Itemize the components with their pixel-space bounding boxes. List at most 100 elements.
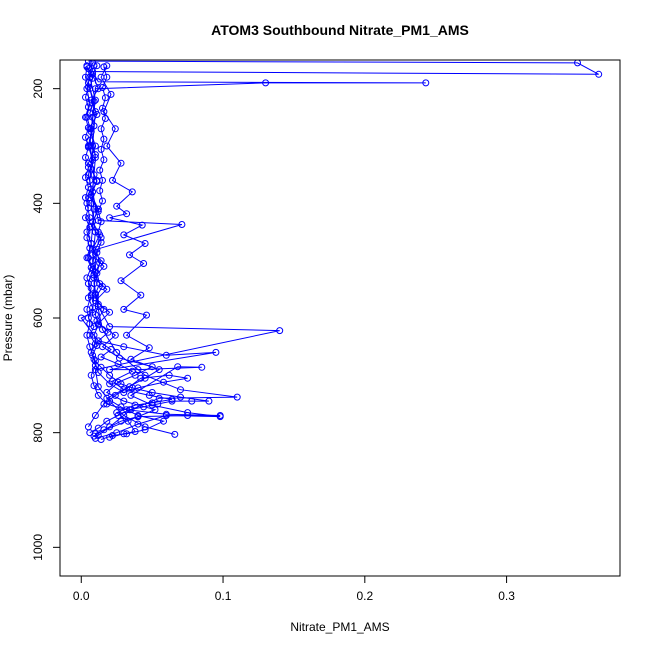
data-point <box>91 412 99 419</box>
data-point <box>84 83 92 91</box>
data-point <box>82 133 89 141</box>
data-point <box>103 142 111 150</box>
data-point <box>174 363 182 371</box>
data-point <box>89 351 97 359</box>
data-point <box>93 342 101 349</box>
data-point <box>94 85 102 93</box>
y-tick-label: 800 <box>31 422 45 442</box>
data-point <box>94 321 102 329</box>
data-point <box>111 331 119 339</box>
data-point <box>106 371 114 379</box>
series-9 <box>87 63 224 438</box>
data-point <box>103 389 111 396</box>
x-tick-label: 0.2 <box>356 589 373 603</box>
series-line <box>90 66 221 435</box>
data-point <box>97 353 105 361</box>
data-point <box>104 328 112 336</box>
data-point <box>140 403 148 411</box>
data-point <box>99 197 106 205</box>
data-point <box>89 304 97 312</box>
data-point <box>87 371 95 379</box>
data-point <box>90 382 98 390</box>
y-axis-label: Pressure (mbar) <box>1 275 15 362</box>
data-point <box>94 207 102 215</box>
data-point <box>131 428 139 435</box>
data-point <box>90 323 98 331</box>
data-point <box>198 363 206 371</box>
chart-title: ATOM3 Southbound Nitrate_PM1_AMS <box>211 22 469 38</box>
data-point <box>140 260 148 267</box>
x-tick-label: 0.3 <box>498 589 515 603</box>
data-point <box>120 430 128 438</box>
data-point <box>128 188 136 196</box>
data-point <box>117 380 125 388</box>
data-point <box>96 280 104 288</box>
data-point <box>422 79 430 87</box>
data-point <box>82 113 89 121</box>
data-point <box>90 97 98 105</box>
x-axis: 0.0 0.1 0.2 0.3 <box>73 575 515 603</box>
data-point <box>137 374 145 382</box>
data-point <box>77 314 85 322</box>
y-axis: 200 400 600 800 1000 <box>31 78 61 561</box>
data-point <box>155 366 163 374</box>
data-point <box>97 145 105 153</box>
data-point <box>106 214 114 222</box>
data-point <box>123 331 131 339</box>
y-tick-label: 1000 <box>31 534 45 561</box>
data-point <box>184 412 192 419</box>
data-point <box>87 284 95 292</box>
data-point <box>94 391 102 399</box>
data-point <box>84 124 92 132</box>
data-point <box>93 62 101 70</box>
data-point <box>101 115 109 122</box>
data-point <box>100 262 108 270</box>
data-point <box>184 374 192 382</box>
data-point <box>103 400 111 408</box>
y-tick-label: 600 <box>31 308 45 328</box>
data-point <box>101 94 109 102</box>
data-point <box>91 151 99 159</box>
data-point <box>100 305 108 313</box>
data-point <box>83 63 91 71</box>
y-tick-label: 400 <box>31 193 45 213</box>
series-4 <box>97 62 167 443</box>
data-point <box>128 384 136 392</box>
data-point <box>165 371 173 379</box>
data-point <box>212 348 220 356</box>
data-point <box>106 433 114 441</box>
data-point <box>100 63 108 71</box>
data-point <box>262 79 270 87</box>
data-point <box>99 104 106 112</box>
data-point <box>113 348 121 356</box>
data-point <box>114 360 122 368</box>
data-point <box>93 269 101 277</box>
data-point <box>84 65 92 73</box>
data-point <box>91 290 99 298</box>
data-point <box>162 351 170 359</box>
data-point <box>117 159 125 167</box>
data-point <box>137 291 145 299</box>
data-point <box>114 412 122 419</box>
data-point <box>276 327 284 335</box>
data-point <box>100 156 108 164</box>
data-point <box>123 406 131 414</box>
data-point <box>138 221 146 229</box>
data-point <box>103 417 111 425</box>
data-point <box>86 331 94 339</box>
data-point <box>134 413 142 421</box>
data-point <box>177 393 184 401</box>
data-point <box>86 244 94 252</box>
x-tick-label: 0.0 <box>73 589 90 603</box>
data-point <box>93 111 101 118</box>
series-8 <box>82 63 213 437</box>
data-point <box>148 389 156 396</box>
data-point <box>82 214 89 222</box>
data-point <box>141 240 149 247</box>
data-point <box>96 166 104 174</box>
data-point <box>82 174 89 181</box>
data-point <box>89 218 97 226</box>
data-point <box>97 436 105 443</box>
data-point <box>109 176 116 184</box>
